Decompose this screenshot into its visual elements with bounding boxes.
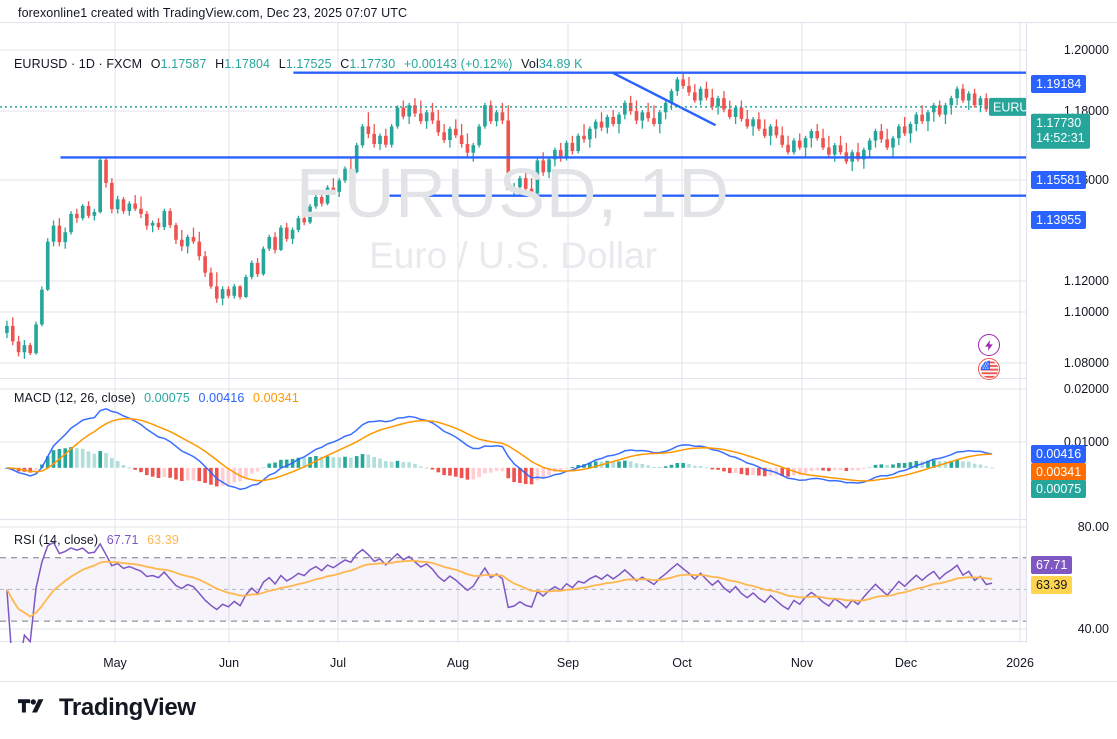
price-level-badge[interactable]: 1.15581: [1031, 171, 1087, 189]
price-level-badge[interactable]: 1.19184: [1031, 75, 1087, 93]
current-price-badge[interactable]: 1.17730 14:52:31: [1031, 113, 1090, 149]
price-level-badge[interactable]: 1.13955: [1031, 211, 1087, 229]
plot-area[interactable]: EURUSD, 1D Euro / U.S. Dollar EURUSD: [0, 23, 1026, 643]
rsi-value-badge[interactable]: 67.71: [1031, 556, 1073, 574]
rsi-ma-line: [6, 559, 993, 618]
trend-line: [611, 71, 717, 127]
time-axis-tick: Dec: [894, 656, 918, 670]
symbol-tag-text: EURUSD: [993, 100, 1026, 114]
macd-axis-tick: 0.02000: [1063, 382, 1109, 396]
time-axis-tick: Jul: [330, 656, 346, 670]
time-axis-tick: 2026: [1006, 656, 1034, 670]
time-axis-tick: May: [103, 656, 127, 670]
time-axis-tick: Jun: [218, 656, 240, 670]
pane-separator-rsi: [0, 519, 1026, 520]
rsi-value-badge[interactable]: 63.39: [1031, 576, 1073, 594]
price-axis-tick: 1.20000: [1063, 43, 1109, 57]
macd-signal-line: [6, 417, 993, 482]
candlestick-series: [5, 72, 994, 359]
price-axis-tick: 1.10000: [1063, 305, 1109, 319]
rsi-axis-tick: 80.00: [1077, 520, 1109, 534]
vertical-grid: [114, 23, 1021, 643]
pane-separator-macd: [0, 378, 1026, 379]
time-axis-tick: Aug: [446, 656, 470, 670]
tradingview-brand-text: TradingView: [59, 694, 196, 721]
attribution-text: forexonline1 created with TradingView.co…: [18, 6, 408, 20]
time-axis-tick: Oct: [672, 656, 692, 670]
flag-glyph: [980, 360, 998, 378]
price-axis[interactable]: 1.20000 1.18000 1.16000 1.12000 1.10000 1.080…: [1026, 23, 1117, 643]
current-price-time: 14:52:31: [1036, 131, 1085, 145]
macd-value-badge[interactable]: 0.00341: [1031, 463, 1087, 481]
symbol-price-tag: EURUSD: [989, 97, 1026, 116]
macd-value-badge[interactable]: 0.00416: [1031, 445, 1087, 463]
price-grid: [0, 49, 1026, 364]
time-axis[interactable]: May Jun Jul Aug Sep Oct Nov Dec 2026: [0, 642, 1117, 682]
rsi-axis-tick: 40.00: [1077, 622, 1109, 636]
tradingview-logo-icon: [18, 699, 44, 713]
current-price-value: 1.17730: [1036, 115, 1082, 130]
price-axis-tick: 1.12000: [1063, 274, 1109, 288]
chart-drawings: [0, 71, 1026, 197]
macd-histogram: [5, 447, 994, 487]
macd-value-badge[interactable]: 0.00075: [1031, 480, 1087, 498]
bolt-glyph: [984, 339, 993, 351]
time-axis-tick: Nov: [790, 656, 814, 670]
macd-line: [6, 407, 993, 491]
volatility-bolt-icon[interactable]: [978, 334, 1000, 356]
price-axis-tick: 1.08000: [1063, 356, 1109, 370]
chart-frame: EURUSD, 1D Euro / U.S. Dollar EURUSD EUR…: [0, 22, 1117, 643]
us-flag-icon[interactable]: [978, 358, 1000, 380]
tradingview-footer: TradingView: [18, 694, 196, 722]
time-axis-tick: Sep: [556, 656, 580, 670]
rsi-grid: [0, 526, 1026, 630]
rsi-line: [6, 541, 993, 643]
chart-canvas: EURUSD: [0, 23, 1026, 643]
